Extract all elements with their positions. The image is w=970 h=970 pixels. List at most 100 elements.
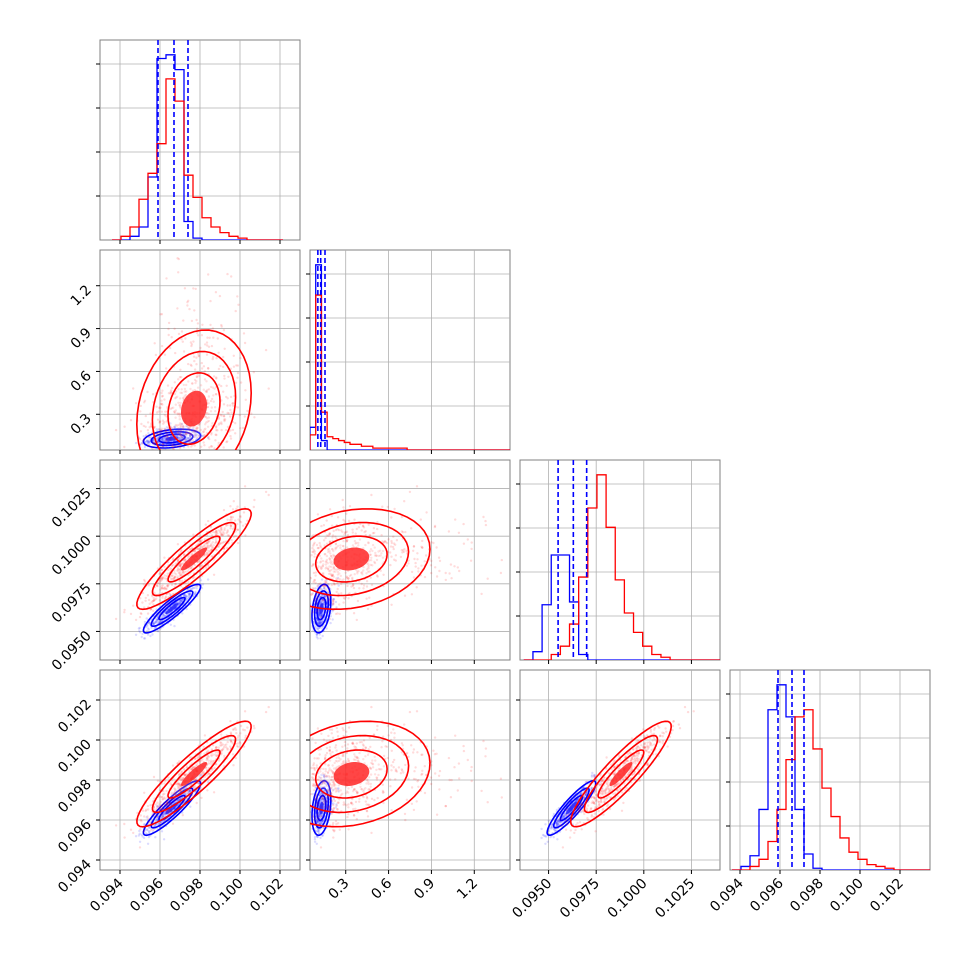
scatter-panel-1-0-point [179,434,183,437]
scatter-panel-3-0-point [138,832,141,835]
scatter-panel-2-1-point [331,618,334,621]
scatter-panel-2-1-point [331,536,334,539]
scatter-panel-2-0-point [212,544,215,547]
scatter-panel-3-0-point [190,793,194,797]
scatter-panel-2-0-point [210,545,214,548]
scatter-panel-2-0-point [225,524,228,527]
scatter-panel-1-0-point [207,412,210,415]
scatter-panel-1-0-point [200,367,204,370]
scatter-panel-3-0-point [241,728,245,731]
scatter-panel-2-1-point [312,571,316,575]
scatter-panel-1-0-point [160,429,163,432]
scatter-panel-2-1-point [364,543,367,547]
scatter-panel-2-0-point [220,533,223,537]
scatter-panel-1-0-point [184,438,187,441]
scatter-panel-2-1-point [322,572,325,575]
scatter-panel-1-0-point [212,400,215,403]
scatter-panel-1-0-point [214,433,217,436]
scatter-panel-2-1-point [312,543,316,546]
scatter-panel-2-1-point [310,603,312,606]
scatter-panel-2-1-point [328,508,332,511]
scatter-panel-1-0-point [229,408,232,412]
scatter-panel-3-0-point [181,786,184,789]
scatter-panel-2-1-point [312,563,315,566]
scatter-panel-2-1-point [358,538,362,541]
scatter-panel-1-0-point [161,437,164,441]
scatter-panel-2-1-point [325,542,329,545]
scatter-panel-2-0-point [162,613,165,617]
scatter-panel-2-1-point [364,530,367,533]
scatter-panel-2-1-point [314,594,317,597]
scatter-panel-3-1-point [322,775,326,779]
scatter-panel-2-1-point [334,570,337,573]
scatter-panel-2-1-point [345,540,348,543]
scatter-panel-2-0-contour-1-0 [167,535,221,583]
scatter-panel-1-0-point [223,374,226,378]
scatter-panel-2-0-point [176,543,180,546]
scatter-panel-2-0-point [201,545,205,549]
scatter-panel-1-0-point [167,333,170,337]
scatter-panel-2-0-point [142,637,146,640]
scatter-panel-2-1-point [328,570,332,573]
scatter-panel-2-0-point [182,553,186,556]
scatter-panel-2-0-point [164,577,167,580]
scatter-panel-1-0-point [151,393,155,396]
scatter-panel-2-1-point [318,622,321,626]
scatter-panel-2-0-point [155,618,159,622]
scatter-panel-1-0-point [177,257,180,261]
scatter-panel-2-1-point [394,554,398,557]
scatter-panel-1-0-point [166,384,170,387]
scatter-panel-2-0-point [143,606,146,609]
scatter-panel-3-0-point [155,817,159,820]
scatter-panel-2-1-point [332,601,335,604]
scatter-panel-2-1-point [328,532,332,535]
scatter-panel-1-0-point [186,437,190,440]
scatter-panel-2-1-point [320,557,323,560]
scatter-panel-2-1-point [345,575,348,578]
scatter-panel-2-1-point [412,549,415,552]
scatter-panel-1-0-point [180,430,183,434]
scatter-panel-2-0-point [180,549,183,553]
scatter-panel-2-0-point [185,596,188,599]
scatter-panel-2-1-point [462,542,466,545]
scatter-panel-2-0-point [199,565,202,568]
scatter-panel-1-0-point [208,446,211,449]
scatter-panel-1-0-point [169,390,172,393]
scatter-panel-3-0-point [167,776,170,779]
scatter-panel-3-0-point [221,748,224,751]
scatter-panel-3-0-point [138,840,142,843]
scatter-panel-2-1-point [341,544,345,548]
scatter-panel-3-0-point [160,830,164,833]
scatter-panel-2-1-point [321,584,324,587]
scatter-panel-1-0-point [231,404,235,407]
scatter-panel-2-0-point [180,574,183,577]
scatter-panel-3-0-point [239,732,242,735]
scatter-panel-2-1-point [449,563,453,566]
scatter-panel-2-1-point [376,527,379,531]
scatter-panel-1-0-point [183,387,187,391]
scatter-panel-1-0-point [179,422,182,425]
scatter-panel-1-0-point [193,388,196,392]
scatter-panel-1-0-point [181,428,185,431]
scatter-panel-1-0-point [210,397,214,401]
scatter-panel-1-0-point [143,401,146,404]
scatter-panel-2-1-point [313,598,316,602]
scatter-panel-2-1-point [373,560,376,564]
scatter-panel-2-1-point [319,620,323,623]
scatter-panel-1-0-point [182,350,186,353]
scatter-panel-2-0-point [229,525,233,528]
scatter-panel-2-0-point [236,528,240,531]
scatter-panel-2-0-point [220,527,223,530]
scatter-panel-2-0-point [146,633,150,636]
scatter-panel-1-0-point [211,422,214,425]
scatter-panel-3-0-point [187,784,190,787]
scatter-panel-1-0-point [200,334,204,337]
scatter-panel-2-1-point [331,556,334,559]
scatter-panel-1-0-point [181,424,184,428]
scatter-panel-3-0-point [182,792,186,796]
scatter-panel-2-1-point [337,592,340,595]
scatter-panel-1-0-point [176,257,179,260]
scatter-panel-2-0-point [150,601,153,604]
scatter-panel-1-0-point [166,434,169,437]
scatter-panel-3-0-point [181,777,184,780]
